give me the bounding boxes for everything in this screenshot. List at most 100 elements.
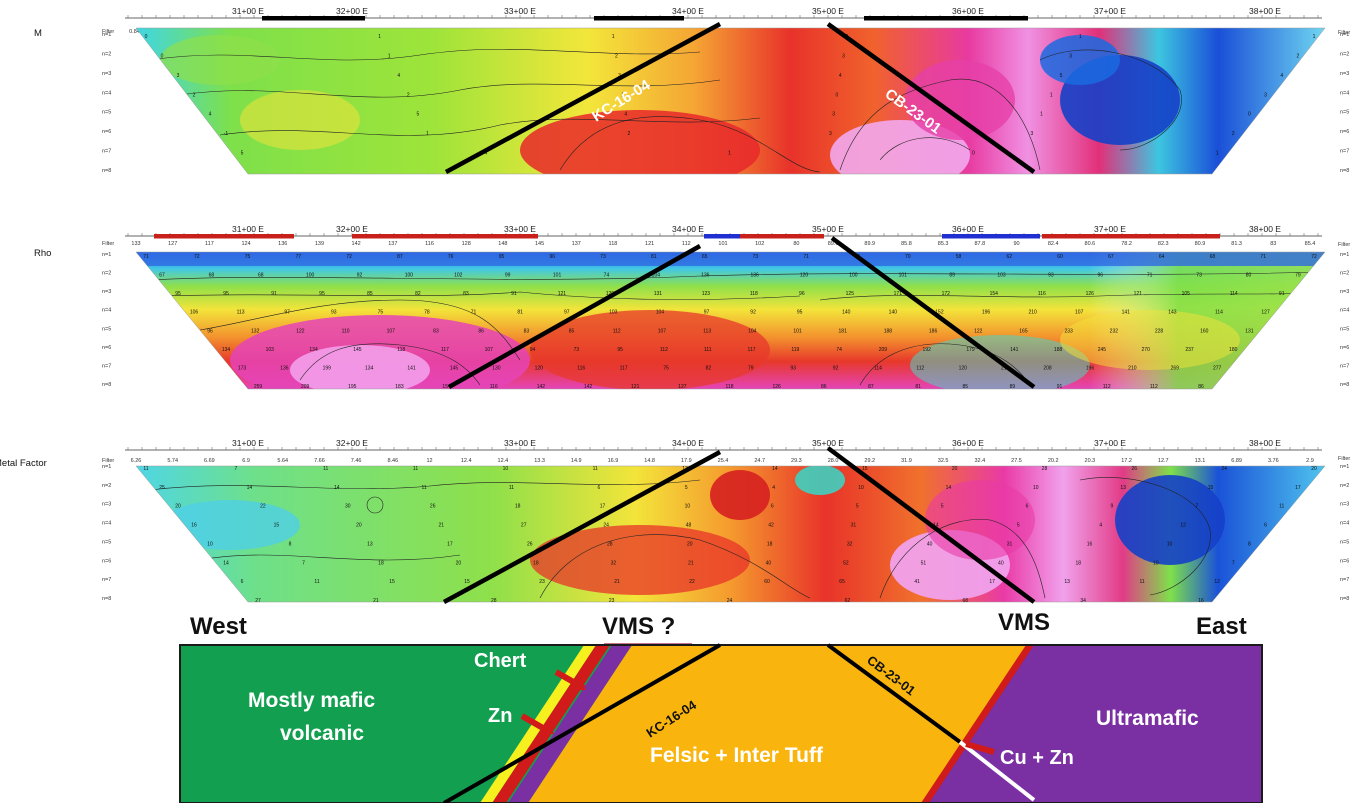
n-level-label: n=8 — [1340, 168, 1349, 174]
contour-value: 41 — [914, 579, 920, 585]
contour-value: 270 — [1142, 347, 1151, 353]
contour-value: 6 — [597, 485, 600, 491]
n-level-label: n=4 — [102, 308, 111, 314]
contour-value: 3 — [842, 53, 845, 59]
station-label: 34+00 E — [672, 6, 704, 16]
filter-value: 102 — [755, 241, 764, 247]
contour-value: 119 — [791, 347, 799, 353]
contour-value: 104 — [652, 273, 661, 279]
panel-title-metal-factor: Metal Factor — [0, 458, 47, 469]
contour-value: 10 — [858, 485, 864, 491]
filter-value: 136 — [278, 241, 287, 247]
contour-value: 112 — [916, 365, 924, 371]
contour-value: 228 — [1155, 328, 1164, 334]
contour-value: 96 — [1098, 273, 1104, 279]
contour-value: 72 — [346, 254, 352, 260]
n-labels-left-mf: n=1 n=2 n=3 n=4 n=5 n=6 n=7 n=8 — [102, 464, 111, 602]
filter-value: 137 — [572, 241, 581, 247]
contour-value: 73 — [574, 347, 580, 353]
station-label: 35+00 E — [812, 224, 844, 234]
contour-value: 196 — [1086, 365, 1095, 371]
n-level-label: n=6 — [102, 558, 111, 564]
filter-value: 5.74 — [167, 458, 178, 464]
contour-value: 17 — [1295, 485, 1301, 491]
contour-value: 122 — [974, 328, 983, 334]
n-level-label: n=3 — [102, 502, 111, 508]
n-level-label: n=5 — [102, 326, 111, 332]
contour-value: 199 — [323, 365, 332, 371]
station-label: 32+00 E — [336, 438, 368, 448]
cb-trace-rho — [830, 236, 1036, 389]
station-label: 36+00 E — [952, 438, 984, 448]
west-label: West — [190, 613, 247, 640]
contour-value: 134 — [309, 347, 318, 353]
contour-value: 89 — [1010, 384, 1016, 390]
contour-value: 20 — [687, 541, 693, 547]
contour-value: 20 — [456, 560, 462, 566]
contour-value: 68 — [258, 273, 264, 279]
contour-value: 141 — [1010, 347, 1019, 353]
n-level-label: n=3 — [1340, 502, 1349, 508]
contour-value: 77 — [296, 254, 302, 260]
zn-label: Zn — [488, 705, 512, 727]
filter-value: 20.2 — [1048, 458, 1059, 464]
n-labels-left-rho: n=1 n=2 n=3 n=4 n=5 n=6 n=7 n=8 — [102, 252, 111, 388]
contour-value: 107 — [658, 328, 667, 334]
contour-value: 131 — [1245, 328, 1254, 334]
station-label: 31+00 E — [232, 6, 264, 16]
n-level-label: n=6 — [1340, 558, 1349, 564]
filter-value: 82.4 — [1048, 241, 1059, 247]
n-level-label: n=7 — [1340, 577, 1349, 583]
filter-value: 6.26 — [131, 458, 142, 464]
contour-value: 52 — [843, 560, 849, 566]
contour-value: 136 — [280, 365, 289, 371]
filter-value: 81.3 — [1231, 241, 1242, 247]
contour-value: 1 — [1040, 112, 1043, 118]
contour-value: 9 — [1111, 504, 1114, 510]
contour-value: 85 — [367, 291, 373, 297]
contour-value: 2 — [615, 53, 618, 59]
contour-value: 101 — [793, 328, 802, 334]
contour-value: 1 — [1050, 92, 1053, 98]
contour-value: 104 — [656, 310, 665, 316]
contour-value: 92 — [750, 310, 756, 316]
cb-trace-section — [826, 643, 962, 744]
contour-value: 17 — [600, 504, 606, 510]
n-level-label: n=1 — [102, 252, 111, 258]
vms-label: VMS — [998, 609, 1050, 636]
contour-value: 4 — [209, 112, 212, 118]
contour-value: 237 — [1185, 347, 1194, 353]
contour-value: 91 — [1057, 384, 1063, 390]
contour-value: 14 — [772, 466, 778, 472]
filter-value: 89.6 — [828, 241, 839, 247]
cu-zn-label: Cu + Zn — [1000, 747, 1074, 769]
contour-value: 104 — [748, 328, 757, 334]
n-level-label: n=7 — [1340, 363, 1349, 369]
contour-value: 100 — [849, 273, 858, 279]
contour-value: 2 — [193, 92, 196, 98]
contour-value: 123 — [702, 291, 711, 297]
contour-value: 8 — [1248, 541, 1251, 547]
contour-value: 62 — [845, 598, 851, 604]
contour-value: 96 — [207, 328, 213, 334]
n-level-label: n=1 — [1340, 252, 1349, 258]
n-level-label: n=2 — [102, 271, 111, 277]
contour-value: 196 — [982, 310, 991, 316]
filter-value: 12.7 — [1158, 458, 1169, 464]
n-level-label: n=7 — [102, 577, 111, 583]
filter-value: 20.3 — [1085, 458, 1096, 464]
filter-value: 137 — [388, 241, 397, 247]
filter-label: Filter — [102, 241, 114, 247]
contour-value: 171 — [894, 291, 903, 297]
contour-value: 112 — [1103, 384, 1111, 390]
contour-value: 73 — [1196, 273, 1202, 279]
contour-value: 2 — [628, 131, 631, 137]
contour-value: 71 — [1147, 273, 1153, 279]
contour-value: 15 — [1208, 485, 1214, 491]
contour-value: 117 — [620, 365, 628, 371]
contour-value: 28 — [491, 598, 497, 604]
contour-value: 87 — [868, 384, 874, 390]
contour-value: 106 — [190, 310, 199, 316]
filter-value: 101 — [718, 241, 727, 247]
vms-question-label: VMS ? — [602, 613, 675, 640]
